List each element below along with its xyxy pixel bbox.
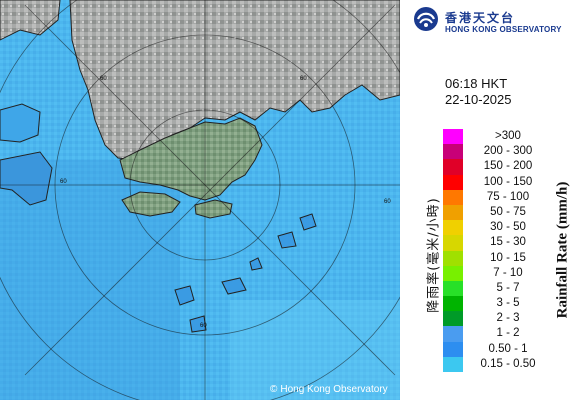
legend-color-swatch	[443, 296, 463, 312]
legend-item: 7 - 10	[443, 265, 574, 281]
copyright-text: Hong Kong Observatory	[280, 384, 388, 395]
timestamp: 06:18 HKT 22-10-2025	[445, 76, 512, 108]
legend-item: 3 - 5	[443, 296, 574, 312]
legend-color-swatch	[443, 189, 463, 205]
legend-range-label: 30 - 50	[490, 221, 526, 234]
legend-title-en: Rainfall Rate (mm/h)	[554, 181, 571, 319]
org-name-en: HONG KONG OBSERVATORY	[445, 25, 562, 34]
legend-item: 100 - 150	[443, 174, 574, 190]
copyright-notice: © Hong Kong Observatory	[270, 384, 388, 395]
legend-color-swatch	[443, 174, 463, 190]
lantau-island	[121, 191, 181, 217]
range-line-diagonal-b	[24, 4, 396, 376]
west-coastline	[0, 103, 41, 143]
legend-range-label: 2 - 3	[496, 312, 520, 325]
info-panel: 香港天文台 HONG KONG OBSERVATORY 06:18 HKT 22…	[400, 0, 577, 400]
hko-logo[interactable]: 香港天文台 HONG KONG OBSERVATORY	[413, 6, 573, 38]
legend-color-swatch	[443, 326, 463, 342]
time-label: 06:18 HKT	[445, 76, 508, 91]
legend-range-label: 0.50 - 1	[488, 342, 528, 355]
legend-item: 10 - 15	[443, 250, 574, 266]
legend-color-swatch	[443, 235, 463, 251]
island	[221, 277, 247, 295]
radar-map: 60 60 60 60 60 © Hong Kong Observatory	[0, 0, 400, 400]
radar-map-graphic: 60 60 60 60 60	[0, 0, 400, 400]
mainland-landmass	[69, 0, 400, 161]
legend-item: 2 - 3	[443, 311, 574, 327]
legend-range-label: 1 - 2	[496, 327, 520, 340]
legend-item: 75 - 100	[443, 189, 574, 205]
range-ring-label: 60	[100, 76, 107, 82]
legend-color-swatch	[443, 129, 463, 145]
island	[189, 315, 207, 333]
range-ring-label: 60	[200, 323, 207, 329]
legend-color-swatch	[443, 159, 463, 175]
mainland-northwest	[0, 0, 61, 41]
hko-logo-icon	[414, 7, 438, 31]
legend-range-label: 10 - 15	[490, 251, 526, 264]
legend-item: 1 - 2	[443, 326, 574, 342]
legend-range-label: 3 - 5	[496, 297, 520, 310]
legend-item: 50 - 75	[443, 204, 574, 221]
west-peninsula	[0, 151, 53, 206]
hong-kong-territory	[119, 117, 263, 201]
legend-range-label: 5 - 7	[496, 281, 520, 294]
legend-item: 0.50 - 1	[443, 341, 574, 357]
legend-range-label: 150 - 200	[483, 160, 533, 173]
legend-item: >300	[443, 129, 574, 145]
legend-range-label: 50 - 75	[490, 205, 526, 218]
island	[277, 231, 297, 249]
legend-color-swatch	[443, 356, 463, 372]
org-name-zh: 香港天文台	[445, 11, 516, 25]
legend-range-label: 0.15 - 0.50	[480, 357, 536, 370]
legend-range-label: 75 - 100	[486, 190, 530, 203]
legend-range-label: 200 - 300	[483, 145, 533, 158]
legend-color-swatch	[443, 265, 463, 281]
legend-color-swatch	[443, 280, 463, 297]
legend-item: 200 - 300	[443, 144, 574, 160]
legend-color-swatch	[443, 144, 463, 160]
island	[299, 213, 317, 231]
legend-range-label: 15 - 30	[490, 236, 526, 249]
range-ring-label: 60	[300, 76, 307, 82]
legend-color-swatch	[443, 250, 463, 266]
legend-item: 150 - 200	[443, 159, 574, 175]
rain-area-southeast	[230, 300, 400, 400]
legend-item: 30 - 50	[443, 220, 574, 236]
legend-title-zh: 降雨率(毫米/小時)	[426, 197, 442, 313]
range-ring-label: 60	[60, 179, 67, 185]
islands	[174, 213, 317, 333]
legend-color-swatch	[443, 204, 463, 221]
range-ring-label-group: 60 60 60 60 60	[60, 76, 391, 329]
range-rings	[0, 0, 400, 400]
legend-item: 5 - 7	[443, 280, 574, 297]
range-ring-label: 60	[384, 199, 391, 205]
island	[249, 257, 263, 271]
island	[174, 285, 195, 306]
legend-range-label: >300	[495, 130, 521, 142]
legend-color-swatch	[443, 220, 463, 236]
rainfall-legend: >300 200 - 300 150 - 200 100 - 150 75 - 100 5…	[443, 129, 574, 372]
legend-item: 0.15 - 0.50	[443, 356, 574, 372]
date-label: 22-10-2025	[445, 92, 512, 107]
copyright-symbol: ©	[270, 384, 278, 395]
legend-color-swatch	[443, 311, 463, 327]
legend-range-label: 100 - 150	[483, 175, 533, 188]
legend-color-swatch	[443, 341, 463, 357]
hong-kong-island	[194, 199, 233, 219]
legend-range-label: 7 - 10	[493, 266, 523, 279]
legend-item: 15 - 30	[443, 235, 574, 251]
